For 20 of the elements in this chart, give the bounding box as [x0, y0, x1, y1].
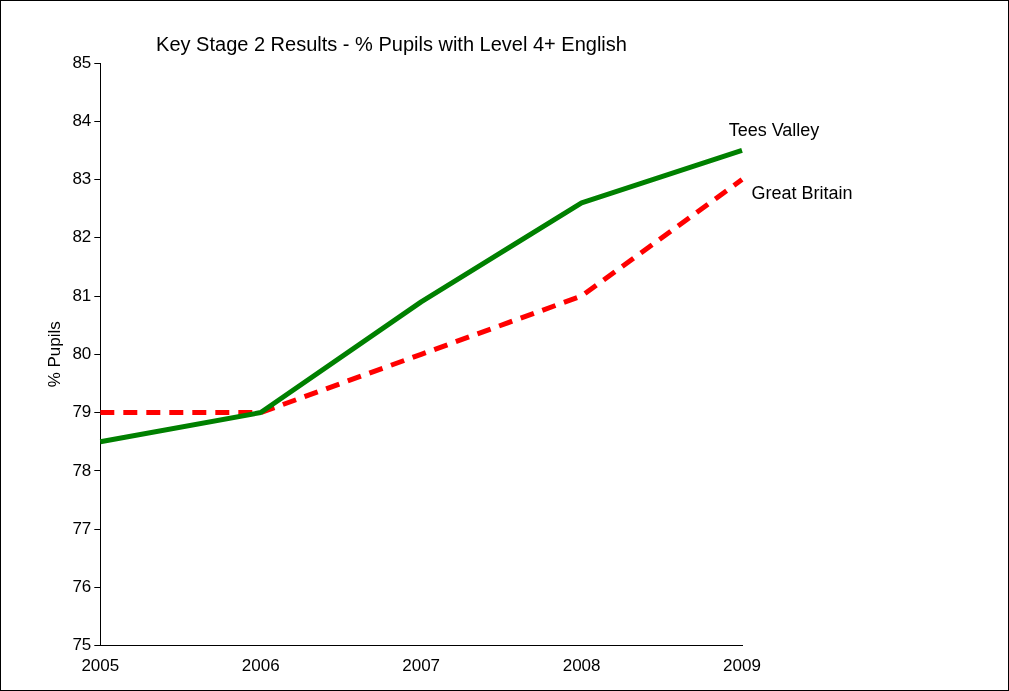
x-tick-label: 2009	[723, 656, 761, 676]
chart-title: Key Stage 2 Results - % Pupils with Level 4+ English	[156, 32, 627, 55]
x-tick-label: 2008	[562, 656, 601, 676]
x-tick-label: 2006	[241, 656, 280, 676]
series-label: Tees Valley	[728, 120, 820, 141]
y-tick-label: 80	[72, 343, 92, 363]
series-label: Great Britain	[751, 183, 853, 204]
y-axis-title: % Pupils	[44, 321, 64, 388]
y-tick-label: 81	[72, 285, 92, 305]
y-tick-label: 82	[72, 227, 92, 247]
y-tick-label: 79	[72, 402, 92, 422]
y-tick-label: 84	[72, 110, 92, 130]
y-tick-label: 85	[72, 52, 92, 72]
x-tick-label: 2005	[81, 656, 120, 676]
y-tick-label: 78	[72, 460, 92, 480]
y-tick-label: 83	[72, 169, 92, 189]
y-tick-label: 77	[72, 518, 92, 538]
y-tick-label: 76	[72, 577, 92, 597]
y-tick-label: 75	[72, 635, 92, 655]
x-tick-label: 2007	[402, 656, 441, 676]
